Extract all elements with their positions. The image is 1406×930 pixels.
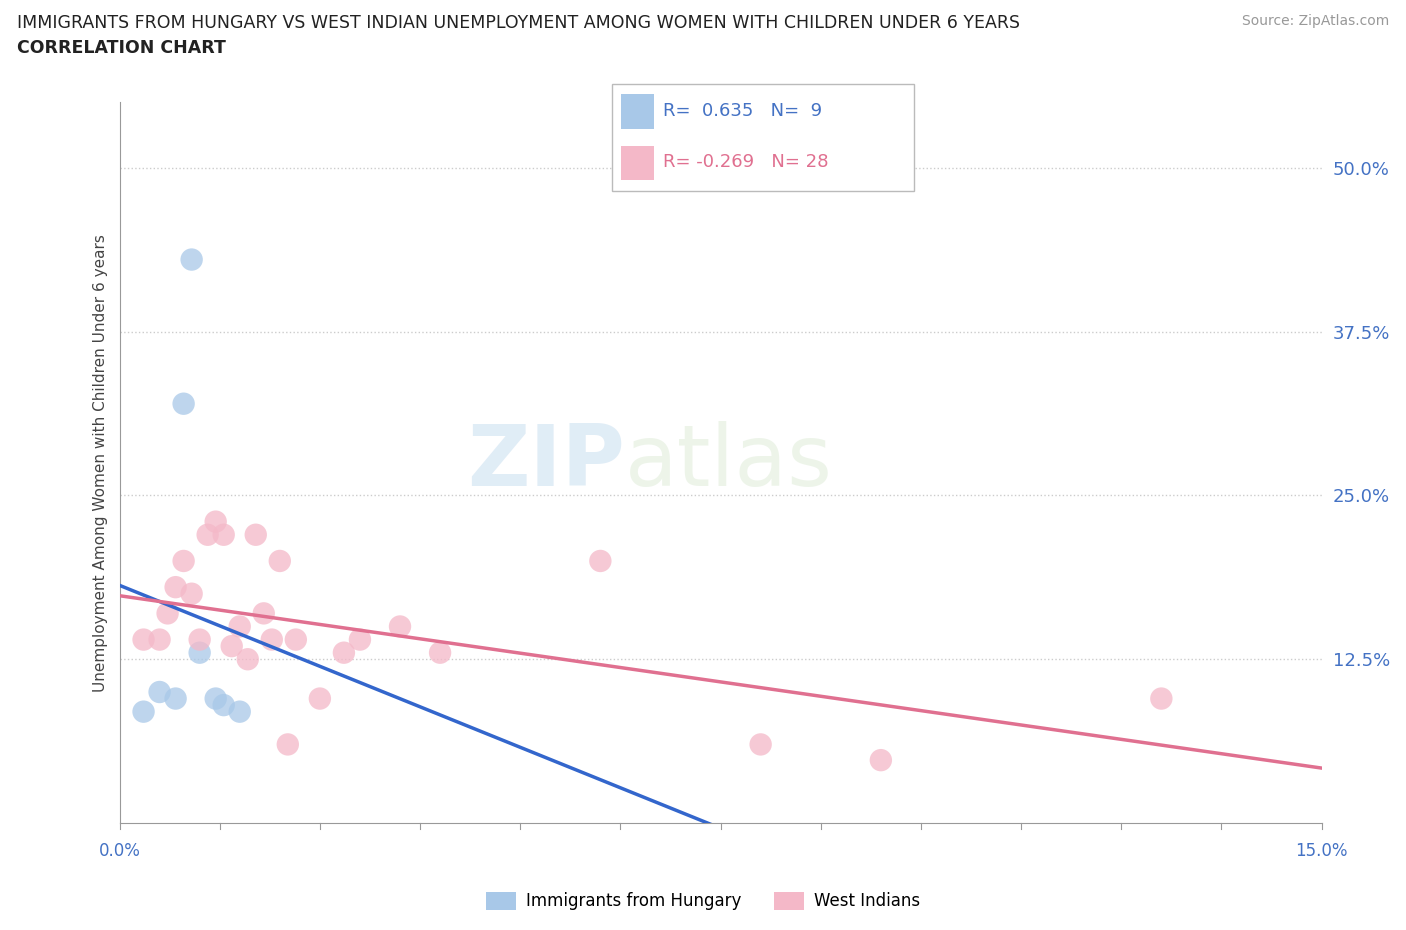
Text: 15.0%: 15.0%: [1295, 842, 1348, 860]
Text: CORRELATION CHART: CORRELATION CHART: [17, 39, 226, 57]
Point: [269, 553, 291, 568]
Point: [165, 579, 187, 594]
Point: [309, 691, 332, 706]
Point: [204, 691, 226, 706]
Point: [156, 606, 179, 621]
Point: [277, 737, 299, 751]
Bar: [620, 94, 654, 128]
Point: [188, 632, 211, 647]
Text: R= -0.269   N= 28: R= -0.269 N= 28: [664, 153, 828, 171]
Text: Source: ZipAtlas.com: Source: ZipAtlas.com: [1241, 14, 1389, 28]
Point: [284, 632, 307, 647]
Text: 0.0%: 0.0%: [98, 842, 141, 860]
Point: [236, 652, 259, 667]
Point: [228, 704, 252, 719]
Point: [197, 527, 219, 542]
Point: [149, 632, 172, 647]
Point: [253, 606, 276, 621]
Y-axis label: Unemployment Among Women with Children Under 6 years: Unemployment Among Women with Children U…: [93, 233, 108, 692]
Point: [212, 698, 235, 712]
Point: [429, 645, 451, 660]
Point: [589, 553, 612, 568]
Text: atlas: atlas: [624, 421, 832, 504]
Point: [173, 553, 195, 568]
Point: [165, 691, 187, 706]
Point: [388, 619, 412, 634]
Point: [180, 586, 202, 601]
Point: [245, 527, 267, 542]
Text: R=  0.635   N=  9: R= 0.635 N= 9: [664, 102, 823, 120]
Point: [869, 752, 893, 767]
Point: [180, 252, 202, 267]
Point: [188, 645, 211, 660]
Text: ZIP: ZIP: [467, 421, 624, 504]
Legend: Immigrants from Hungary, West Indians: Immigrants from Hungary, West Indians: [479, 885, 927, 917]
Bar: [620, 146, 654, 180]
Point: [212, 527, 235, 542]
Point: [132, 632, 155, 647]
Point: [204, 514, 226, 529]
Point: [749, 737, 772, 751]
Point: [173, 396, 195, 411]
Point: [149, 684, 172, 699]
Point: [349, 632, 371, 647]
Text: IMMIGRANTS FROM HUNGARY VS WEST INDIAN UNEMPLOYMENT AMONG WOMEN WITH CHILDREN UN: IMMIGRANTS FROM HUNGARY VS WEST INDIAN U…: [17, 14, 1019, 32]
Point: [333, 645, 356, 660]
Point: [132, 704, 155, 719]
Point: [260, 632, 283, 647]
Point: [1150, 691, 1173, 706]
Point: [221, 639, 243, 654]
Point: [228, 619, 252, 634]
